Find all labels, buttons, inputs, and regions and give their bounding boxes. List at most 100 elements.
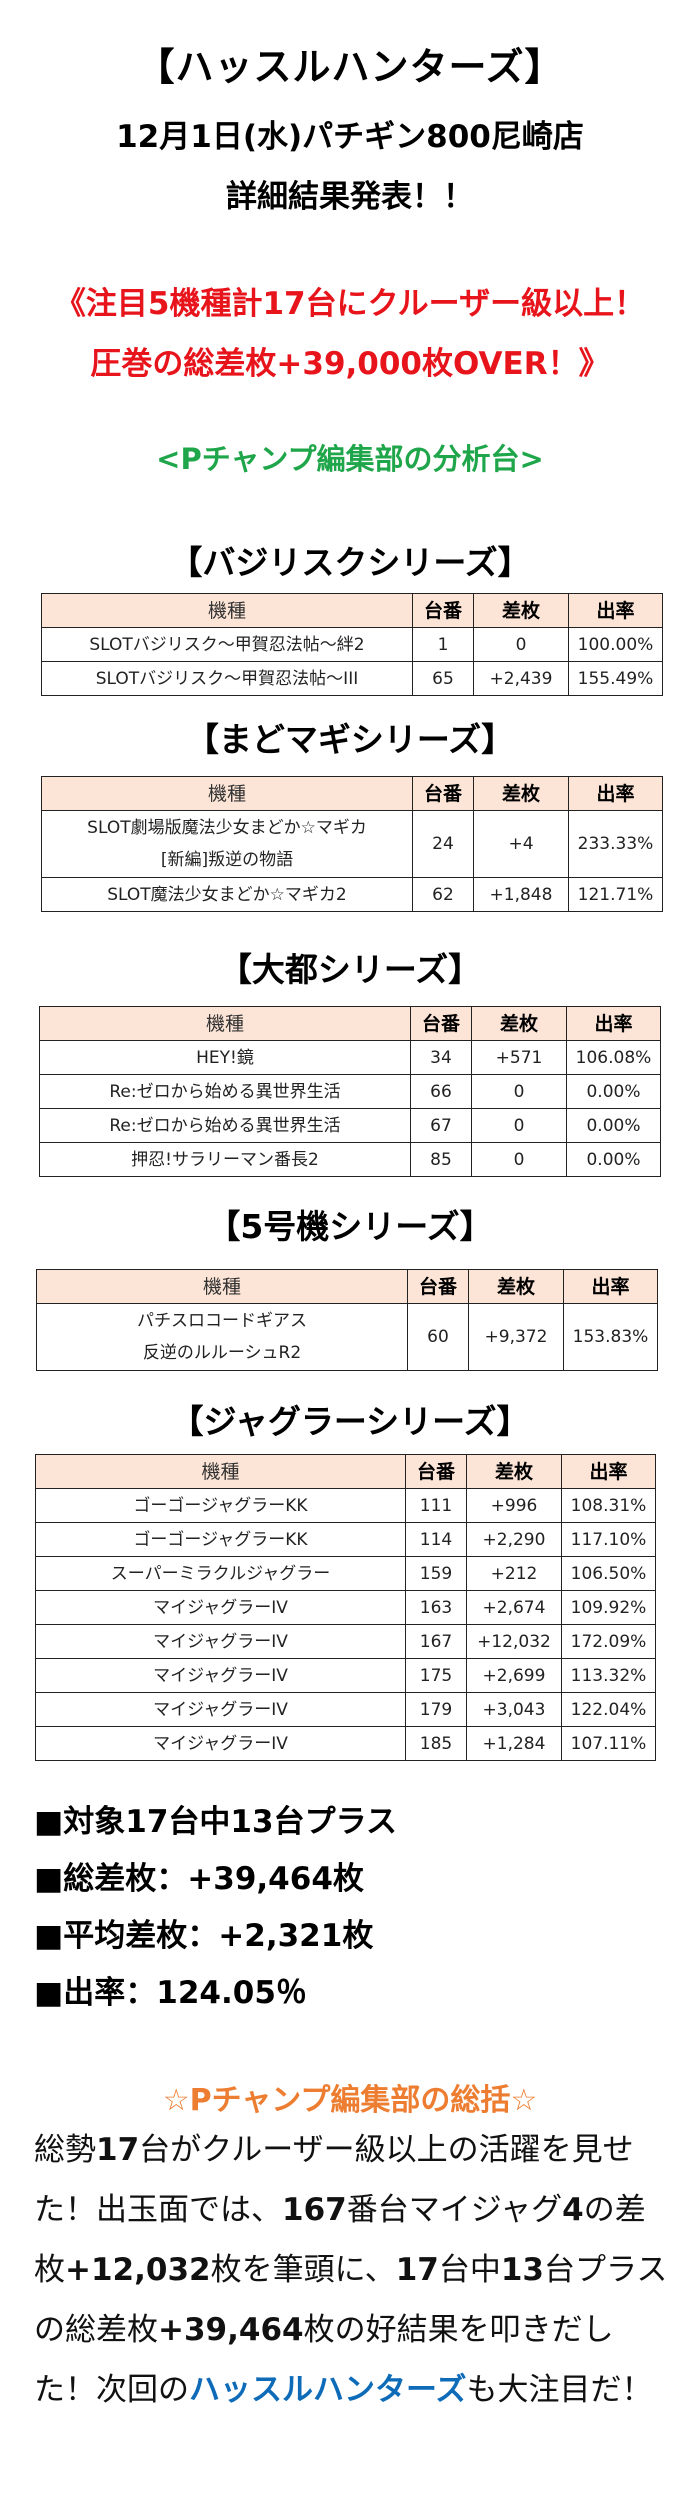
cell-diff: +2,674 (466, 1590, 562, 1625)
cell-machine: 押忍!サラリーマン番長2 (39, 1142, 411, 1177)
summary-text: 番台マイジャグ (346, 2192, 563, 2228)
cell-number: 167 (405, 1624, 467, 1659)
summary-paragraph: 総勢17台がクルーザー級以上の活躍を見せた！出玉面では、167番台マイジャグ4の… (34, 2120, 674, 2420)
col-header-rate: 出率 (563, 1269, 658, 1304)
headline-line-1: 《注目5機種計17台にクルーザー級以上！ (54, 286, 646, 322)
cell-number: 114 (405, 1522, 467, 1557)
cell-rate: 113.32% (561, 1658, 656, 1693)
headline-line-2: 圧巻の総差枚+39,000枚OVER！》 (90, 346, 610, 382)
summary-number: 4 (562, 2192, 584, 2228)
cell-rate: 121.71% (568, 877, 663, 912)
section-title-juggler: 【ジャグラーシリーズ】 (170, 1402, 530, 1441)
col-header-diff: 差枚 (471, 1006, 567, 1041)
cell-diff: +12,032 (466, 1624, 562, 1659)
cell-diff: +2,699 (466, 1658, 562, 1693)
cell-number: 34 (410, 1040, 472, 1075)
cell-diff: +9,372 (468, 1303, 564, 1371)
results-table-5gouki: 機種 台番 差枚 出率 パチスロコードギアス 反逆のルルーシュR2 60 +9,… (36, 1269, 658, 1371)
cell-rate: 0.00% (566, 1142, 661, 1177)
cell-machine: SLOT魔法少女まどか☆マギカ2 (41, 877, 413, 912)
col-header-machine: 機種 (41, 776, 413, 811)
table-row: SLOTバジリスク～甲賀忍法帖～絆2 1 0 100.00% (41, 627, 663, 662)
cell-number: 111 (405, 1488, 467, 1523)
cell-machine: マイジャグラーIV (35, 1590, 406, 1625)
cell-machine-line-2: [新編]叛逆の物語 (160, 850, 294, 870)
cell-rate: 117.10% (561, 1522, 656, 1557)
table-row: パチスロコードギアス 反逆のルルーシュR2 60 +9,372 153.83% (36, 1303, 658, 1371)
col-header-diff: 差枚 (473, 593, 569, 628)
col-header-diff: 差枚 (468, 1269, 564, 1304)
stat-total-diff: ■総差枚：+39,464枚 (34, 1861, 364, 1897)
stat-payout-rate: ■出率：124.05％ (34, 1975, 307, 2011)
table-row: ゴーゴージャグラーKK 111 +996 108.31% (35, 1488, 656, 1523)
section-title-daito: 【大都シリーズ】 (218, 950, 482, 989)
summary-text: も大注目だ！ (466, 2372, 653, 2408)
cell-diff: +571 (471, 1040, 567, 1075)
cell-rate: 0.00% (566, 1108, 661, 1143)
summary-number: 167 (282, 2192, 347, 2228)
table-row: SLOT魔法少女まどか☆マギカ2 62 +1,848 121.71% (41, 877, 663, 912)
table-row: SLOT劇場版魔法少女まどか☆マギカ [新編]叛逆の物語 24 +4 233.3… (41, 810, 663, 878)
summary-text: 枚の好結果を叩きだした！次回の (34, 2312, 614, 2408)
table-row: マイジャグラーIV 167 +12,032 172.09% (35, 1624, 656, 1659)
cell-rate: 100.00% (568, 627, 663, 662)
cell-number: 67 (410, 1108, 472, 1143)
table-row: マイジャグラーIV 179 +3,043 122.04% (35, 1692, 656, 1727)
col-header-rate: 出率 (568, 776, 663, 811)
cell-machine: パチスロコードギアス 反逆のルルーシュR2 (36, 1303, 408, 1371)
cell-rate: 0.00% (566, 1074, 661, 1109)
table-row: マイジャグラーIV 175 +2,699 113.32% (35, 1658, 656, 1693)
cell-diff: +2,290 (466, 1522, 562, 1557)
page-title: 【ハッスルハンターズ】 (136, 45, 564, 89)
cell-diff: +996 (466, 1488, 562, 1523)
cell-number: 163 (405, 1590, 467, 1625)
summary-number: 17 (395, 2252, 439, 2288)
summary-number: 13 (500, 2252, 544, 2288)
cell-number: 175 (405, 1658, 467, 1693)
cell-machine: Re:ゼロから始める異世界生活 (39, 1074, 411, 1109)
cell-number: 60 (407, 1303, 469, 1371)
cell-diff: +4 (473, 810, 569, 878)
col-header-machine: 機種 (36, 1269, 408, 1304)
cell-machine: HEY!鏡 (39, 1040, 411, 1075)
cell-diff: +212 (466, 1556, 562, 1591)
section-title-madomagi: 【まどマギシリーズ】 (185, 720, 515, 759)
cell-number: 62 (412, 877, 474, 912)
stat-average-diff: ■平均差枚：+2,321枚 (34, 1918, 374, 1954)
cell-rate: 153.83% (563, 1303, 658, 1371)
cell-machine: マイジャグラーIV (35, 1658, 406, 1693)
col-header-number: 台番 (412, 593, 474, 628)
cell-machine-line-1: パチスロコードギアス (137, 1311, 307, 1331)
results-table-juggler: 機種 台番 差枚 出率 ゴーゴージャグラーKK 111 +996 108.31%… (35, 1454, 656, 1761)
cell-rate: 122.04% (561, 1692, 656, 1727)
cell-machine-line-1: SLOT劇場版魔法少女まどか☆マギカ (87, 818, 367, 838)
cell-number: 159 (405, 1556, 467, 1591)
cell-number: 179 (405, 1692, 467, 1727)
cell-diff: +1,848 (473, 877, 569, 912)
cell-rate: 155.49% (568, 661, 663, 696)
table-row: マイジャグラーIV 163 +2,674 109.92% (35, 1590, 656, 1625)
col-header-number: 台番 (410, 1006, 472, 1041)
cell-rate: 172.09% (561, 1624, 656, 1659)
cell-number: 24 (412, 810, 474, 878)
table-row: HEY!鏡 34 +571 106.08% (39, 1040, 661, 1075)
col-header-rate: 出率 (568, 593, 663, 628)
cell-rate: 106.08% (566, 1040, 661, 1075)
cell-diff: +2,439 (473, 661, 569, 696)
table-row: SLOTバジリスク～甲賀忍法帖～III 65 +2,439 155.49% (41, 661, 663, 696)
cell-rate: 107.11% (561, 1726, 656, 1761)
summary-text: の差枚 (34, 2192, 646, 2288)
col-header-number: 台番 (405, 1454, 467, 1489)
cell-number: 65 (412, 661, 474, 696)
summary-text: 台中 (438, 2252, 501, 2288)
summary-text: 台がクルーザー級以上の活躍を見せた！出玉面では、 (34, 2132, 634, 2228)
cell-machine: SLOT劇場版魔法少女まどか☆マギカ [新編]叛逆の物語 (41, 810, 413, 878)
cell-machine: ゴーゴージャグラーKK (35, 1522, 406, 1557)
results-table-daito: 機種 台番 差枚 出率 HEY!鏡 34 +571 106.08% Re:ゼロか… (39, 1006, 661, 1177)
cell-rate: 233.33% (568, 810, 663, 878)
event-name-highlight: ハッスルハンターズ (189, 2372, 467, 2408)
cell-machine: マイジャグラーIV (35, 1726, 406, 1761)
section-title-5gouki: 【5号機シリーズ】 (207, 1207, 493, 1246)
col-header-number: 台番 (412, 776, 474, 811)
table-header-row: 機種 台番 差枚 出率 (41, 776, 663, 811)
